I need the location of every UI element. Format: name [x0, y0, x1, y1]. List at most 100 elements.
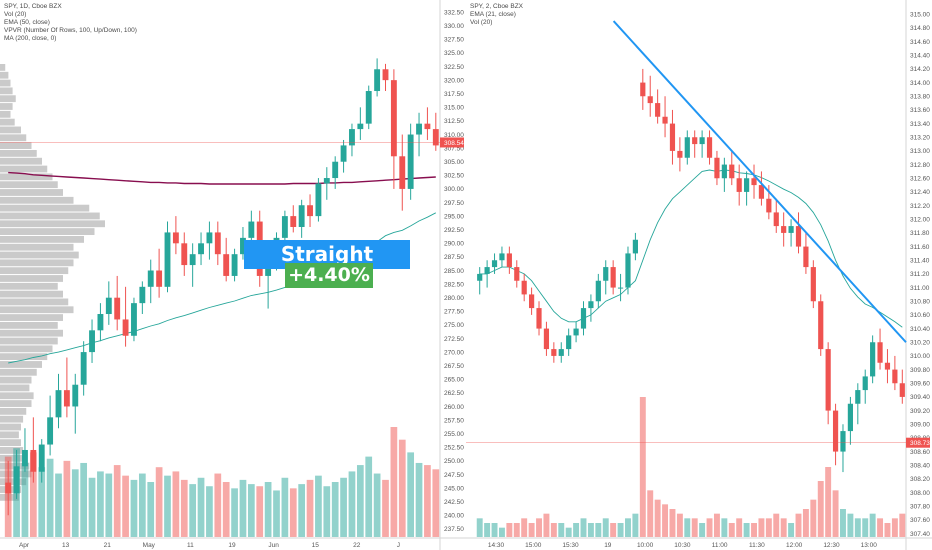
ema21-line [479, 169, 903, 328]
left-volume-bar [331, 482, 339, 537]
right-volume-bar [625, 518, 631, 537]
right-x-tick-label: 10:30 [674, 542, 691, 549]
right-y-tick-label: 310.80 [910, 299, 930, 306]
right-volume-bar [736, 518, 743, 537]
left-y-tick-label: 307.50 [444, 145, 464, 152]
left-candle-body [164, 232, 171, 287]
vpvr-bar [0, 353, 48, 361]
vpvr-bar [0, 329, 63, 337]
left-volume-bar [424, 465, 431, 537]
left-volume-bar [214, 473, 222, 537]
left-candle-body [382, 69, 389, 81]
left-x-tick-label: 21 [104, 542, 112, 549]
left-y-tick-label: 332.50 [444, 9, 464, 16]
left-y-tick-label: 305.00 [444, 159, 464, 166]
right-candle-body [877, 342, 883, 363]
left-volume-bar [155, 467, 163, 537]
right-volume-bar [669, 509, 676, 537]
left-y-tick-label: 320.00 [444, 77, 464, 84]
right-volume-bar [810, 499, 817, 537]
right-candle-body [758, 185, 765, 199]
left-chart-panel[interactable]: 332.50 330.00 327.50 325.00 322.50 320.00 317.… [0, 0, 466, 550]
right-x-tick-label: 13:00 [861, 542, 878, 549]
vpvr-bar [0, 282, 58, 290]
left-y-tick-label: 312.50 [444, 118, 464, 125]
right-candle-body [647, 96, 653, 104]
right-volume-bar [728, 523, 735, 537]
left-volume-bar [189, 484, 197, 537]
right-volume-bar [802, 509, 809, 537]
right-y-tick-label: 309.60 [910, 381, 930, 388]
left-candle-body [214, 232, 221, 255]
left-legend-line: VPVR (Number Of Rows, 100, Up/Down, 100) [4, 27, 137, 34]
left-volume-bar [289, 488, 297, 537]
vpvr-bar [0, 243, 74, 251]
left-volume-bar [315, 475, 322, 537]
left-candle-body [97, 314, 104, 331]
left-candle-body [416, 123, 422, 135]
right-candle-body [832, 410, 839, 452]
right-y-tick-label: 311.80 [910, 230, 930, 237]
vpvr-bar [0, 447, 24, 454]
left-legend: SPY, 1D, Cboe BZX Vol (20) EMA (50, clos… [4, 3, 137, 43]
right-chart-canvas[interactable]: 315.00 314.80 314.60 314.40 314.20 314.00 313.… [466, 0, 932, 550]
left-candle-body [231, 254, 238, 276]
vpvr-bar [0, 478, 27, 486]
right-legend-line: EMA (21, close) [470, 11, 516, 18]
right-volume-bar [484, 523, 491, 537]
left-candle-body [5, 482, 12, 494]
right-candle-body [766, 198, 772, 213]
right-candle-body [521, 280, 527, 295]
left-volume-bar [306, 479, 314, 537]
left-y-tick-label: 317.50 [444, 91, 464, 98]
vpvr-bar [0, 142, 32, 149]
right-legend-line: SPY, 2, Cboe BZX [470, 3, 523, 10]
vpvr-bar [0, 368, 37, 376]
left-candle-body [390, 80, 397, 157]
left-x-tick-label: Apr [19, 542, 30, 549]
right-volume-bar [506, 523, 513, 537]
right-candle-body [810, 267, 816, 302]
right-y-tick-label: 310.60 [910, 312, 930, 319]
left-volume-bar [46, 458, 54, 537]
left-candle-body [114, 297, 121, 320]
left-volume-bar [197, 477, 205, 537]
right-candle-body [825, 349, 831, 411]
right-candle-body [795, 226, 802, 247]
right-volume-bar [536, 518, 542, 537]
right-x-tick-label: 11:30 [749, 542, 765, 549]
right-volume-bar [610, 523, 617, 537]
left-x-tick-label: Jun [268, 542, 279, 549]
right-candle-body [840, 431, 846, 452]
left-legend-line: Vol (20) [4, 11, 27, 18]
vpvr-bar [0, 134, 27, 142]
right-volume-bar [751, 523, 757, 537]
right-volume-bar [869, 513, 876, 537]
right-candle-body [684, 137, 690, 158]
right-candle-body [870, 342, 876, 377]
left-candle-body [131, 303, 137, 336]
left-candle-body [374, 69, 381, 92]
left-y-tick-label: 302.50 [444, 173, 464, 180]
right-chart-panel[interactable]: 315.00 314.80 314.60 314.40 314.20 314.00 313.… [466, 0, 932, 550]
left-candle-body [315, 183, 322, 217]
vpvr-bar [0, 361, 42, 368]
right-candle-body [603, 267, 609, 281]
left-volume-bar [88, 477, 96, 537]
right-y-tick-label: 314.80 [910, 25, 930, 32]
left-volume-bar [55, 473, 62, 537]
left-chart-canvas[interactable]: 332.50 330.00 327.50 325.00 322.50 320.00 317.… [0, 0, 466, 550]
right-candle-body [751, 178, 757, 186]
left-volume-bar [365, 456, 373, 537]
right-y-tick-label: 311.00 [910, 285, 930, 292]
vpvr-bar [0, 392, 34, 400]
left-last-price-tag [440, 137, 464, 148]
left-volume-bar [273, 490, 280, 537]
left-candle-body [281, 216, 288, 238]
right-candle-body [788, 226, 794, 233]
left-volume-bar [21, 462, 29, 537]
right-volume-bar [825, 467, 832, 537]
vpvr-bar [0, 384, 30, 392]
right-candle-body [669, 123, 676, 151]
left-y-tick-label: 292.50 [444, 227, 464, 234]
